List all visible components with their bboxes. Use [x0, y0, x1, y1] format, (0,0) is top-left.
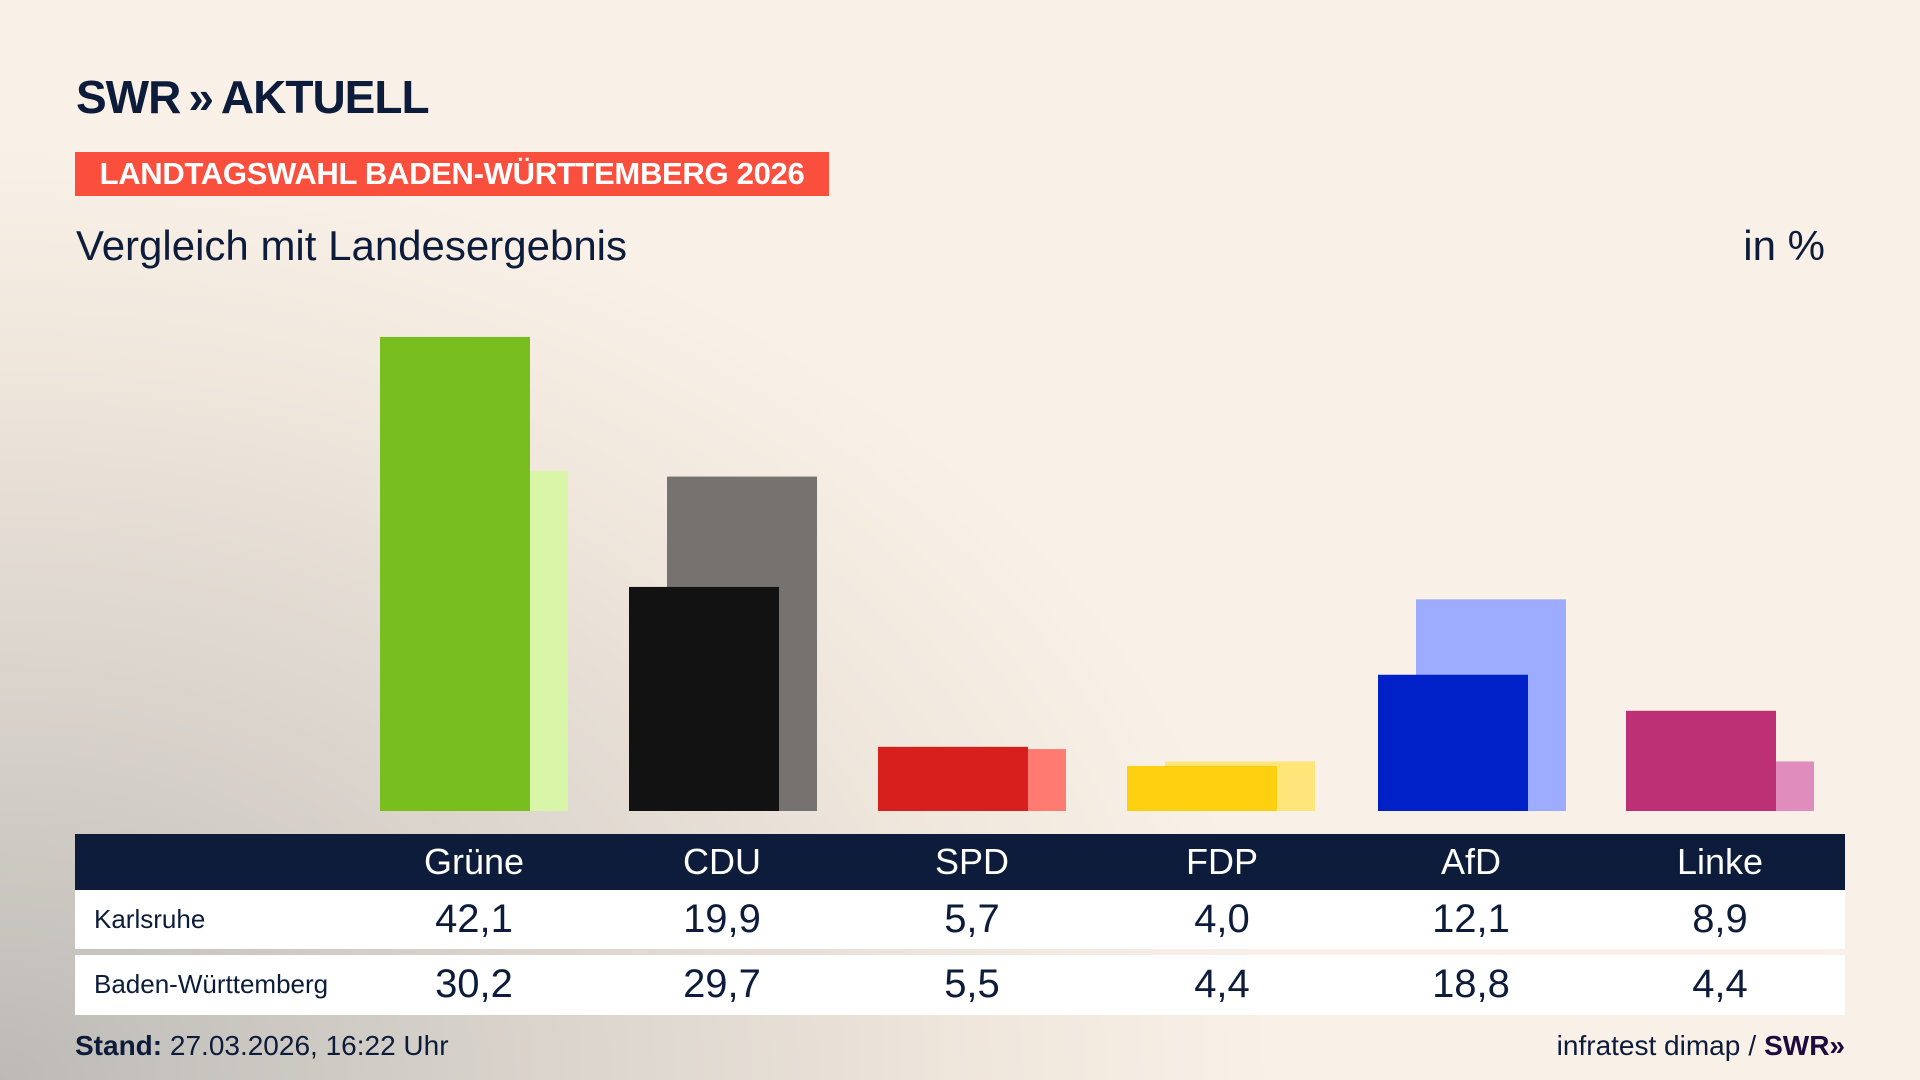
table-header: Grüne CDU SPD FDP AfD Linke	[75, 834, 1845, 890]
header-gruene: Grüne	[423, 841, 525, 882]
bar-cdu-karlsruhe	[629, 586, 779, 811]
logo-chevrons-icon: »	[188, 71, 214, 123]
source-separator: /	[1748, 1030, 1757, 1061]
value-cell: 4,4	[1194, 962, 1250, 1006]
value-cell: 8,9	[1692, 897, 1748, 941]
logo-swr: SWR	[76, 71, 181, 123]
logo-aktuell: AKTUELL	[220, 71, 430, 123]
stand-value: 27.03.2026, 16:22 Uhr	[169, 1030, 449, 1061]
bar-grüne-karlsruhe	[380, 336, 530, 811]
unit-label: in %	[1743, 222, 1825, 269]
table-row-baden-wuerttemberg: Baden-Württemberg 30,2 29,7 5,5 4,4 18,8…	[75, 955, 1845, 1015]
timestamp: Stand: 27.03.2026, 16:22 Uhr	[75, 1030, 449, 1062]
value-cell: 5,5	[944, 962, 1000, 1006]
bar-afd-karlsruhe	[1378, 674, 1528, 811]
header-afd: AfD	[1440, 841, 1501, 882]
value-cell: 12,1	[1432, 897, 1510, 941]
bar-spd-karlsruhe	[878, 746, 1028, 811]
row-label: Baden-Württemberg	[94, 969, 329, 999]
value-cell: 4,0	[1194, 897, 1250, 941]
value-cell: 29,7	[683, 962, 761, 1006]
header-linke: Linke	[1676, 841, 1764, 882]
source: infratest dimap / SWR»	[1557, 1030, 1845, 1062]
election-banner: LANDTAGSWAHL BADEN-WÜRTTEMBERG 2026	[75, 152, 829, 196]
value-cell: 42,1	[435, 897, 513, 941]
chart-subtitle: Vergleich mit Landesergebnis	[76, 222, 628, 269]
row-label: Karlsruhe	[94, 904, 206, 934]
swr-logo: SWR»	[1764, 1030, 1845, 1061]
table-row-karlsruhe: Karlsruhe 42,1 19,9 5,7 4,0 12,1 8,9	[75, 890, 1845, 949]
header-spd: SPD	[934, 841, 1010, 882]
stand-label: Stand:	[75, 1030, 163, 1061]
header-fdp: FDP	[1186, 841, 1258, 882]
value-cell: 30,2	[435, 962, 513, 1006]
value-cell: 18,8	[1432, 962, 1510, 1006]
bar-linke-karlsruhe	[1626, 710, 1776, 811]
swr-aktuell-logo: SWR» AKTUELL	[76, 70, 430, 124]
bar-fdp-karlsruhe	[1127, 765, 1277, 811]
header-cdu: CDU	[683, 841, 761, 882]
value-cell: 5,7	[944, 897, 1000, 941]
value-cell: 19,9	[683, 897, 761, 941]
source-name: infratest dimap	[1556, 1030, 1741, 1061]
value-cell: 4,4	[1692, 962, 1748, 1006]
